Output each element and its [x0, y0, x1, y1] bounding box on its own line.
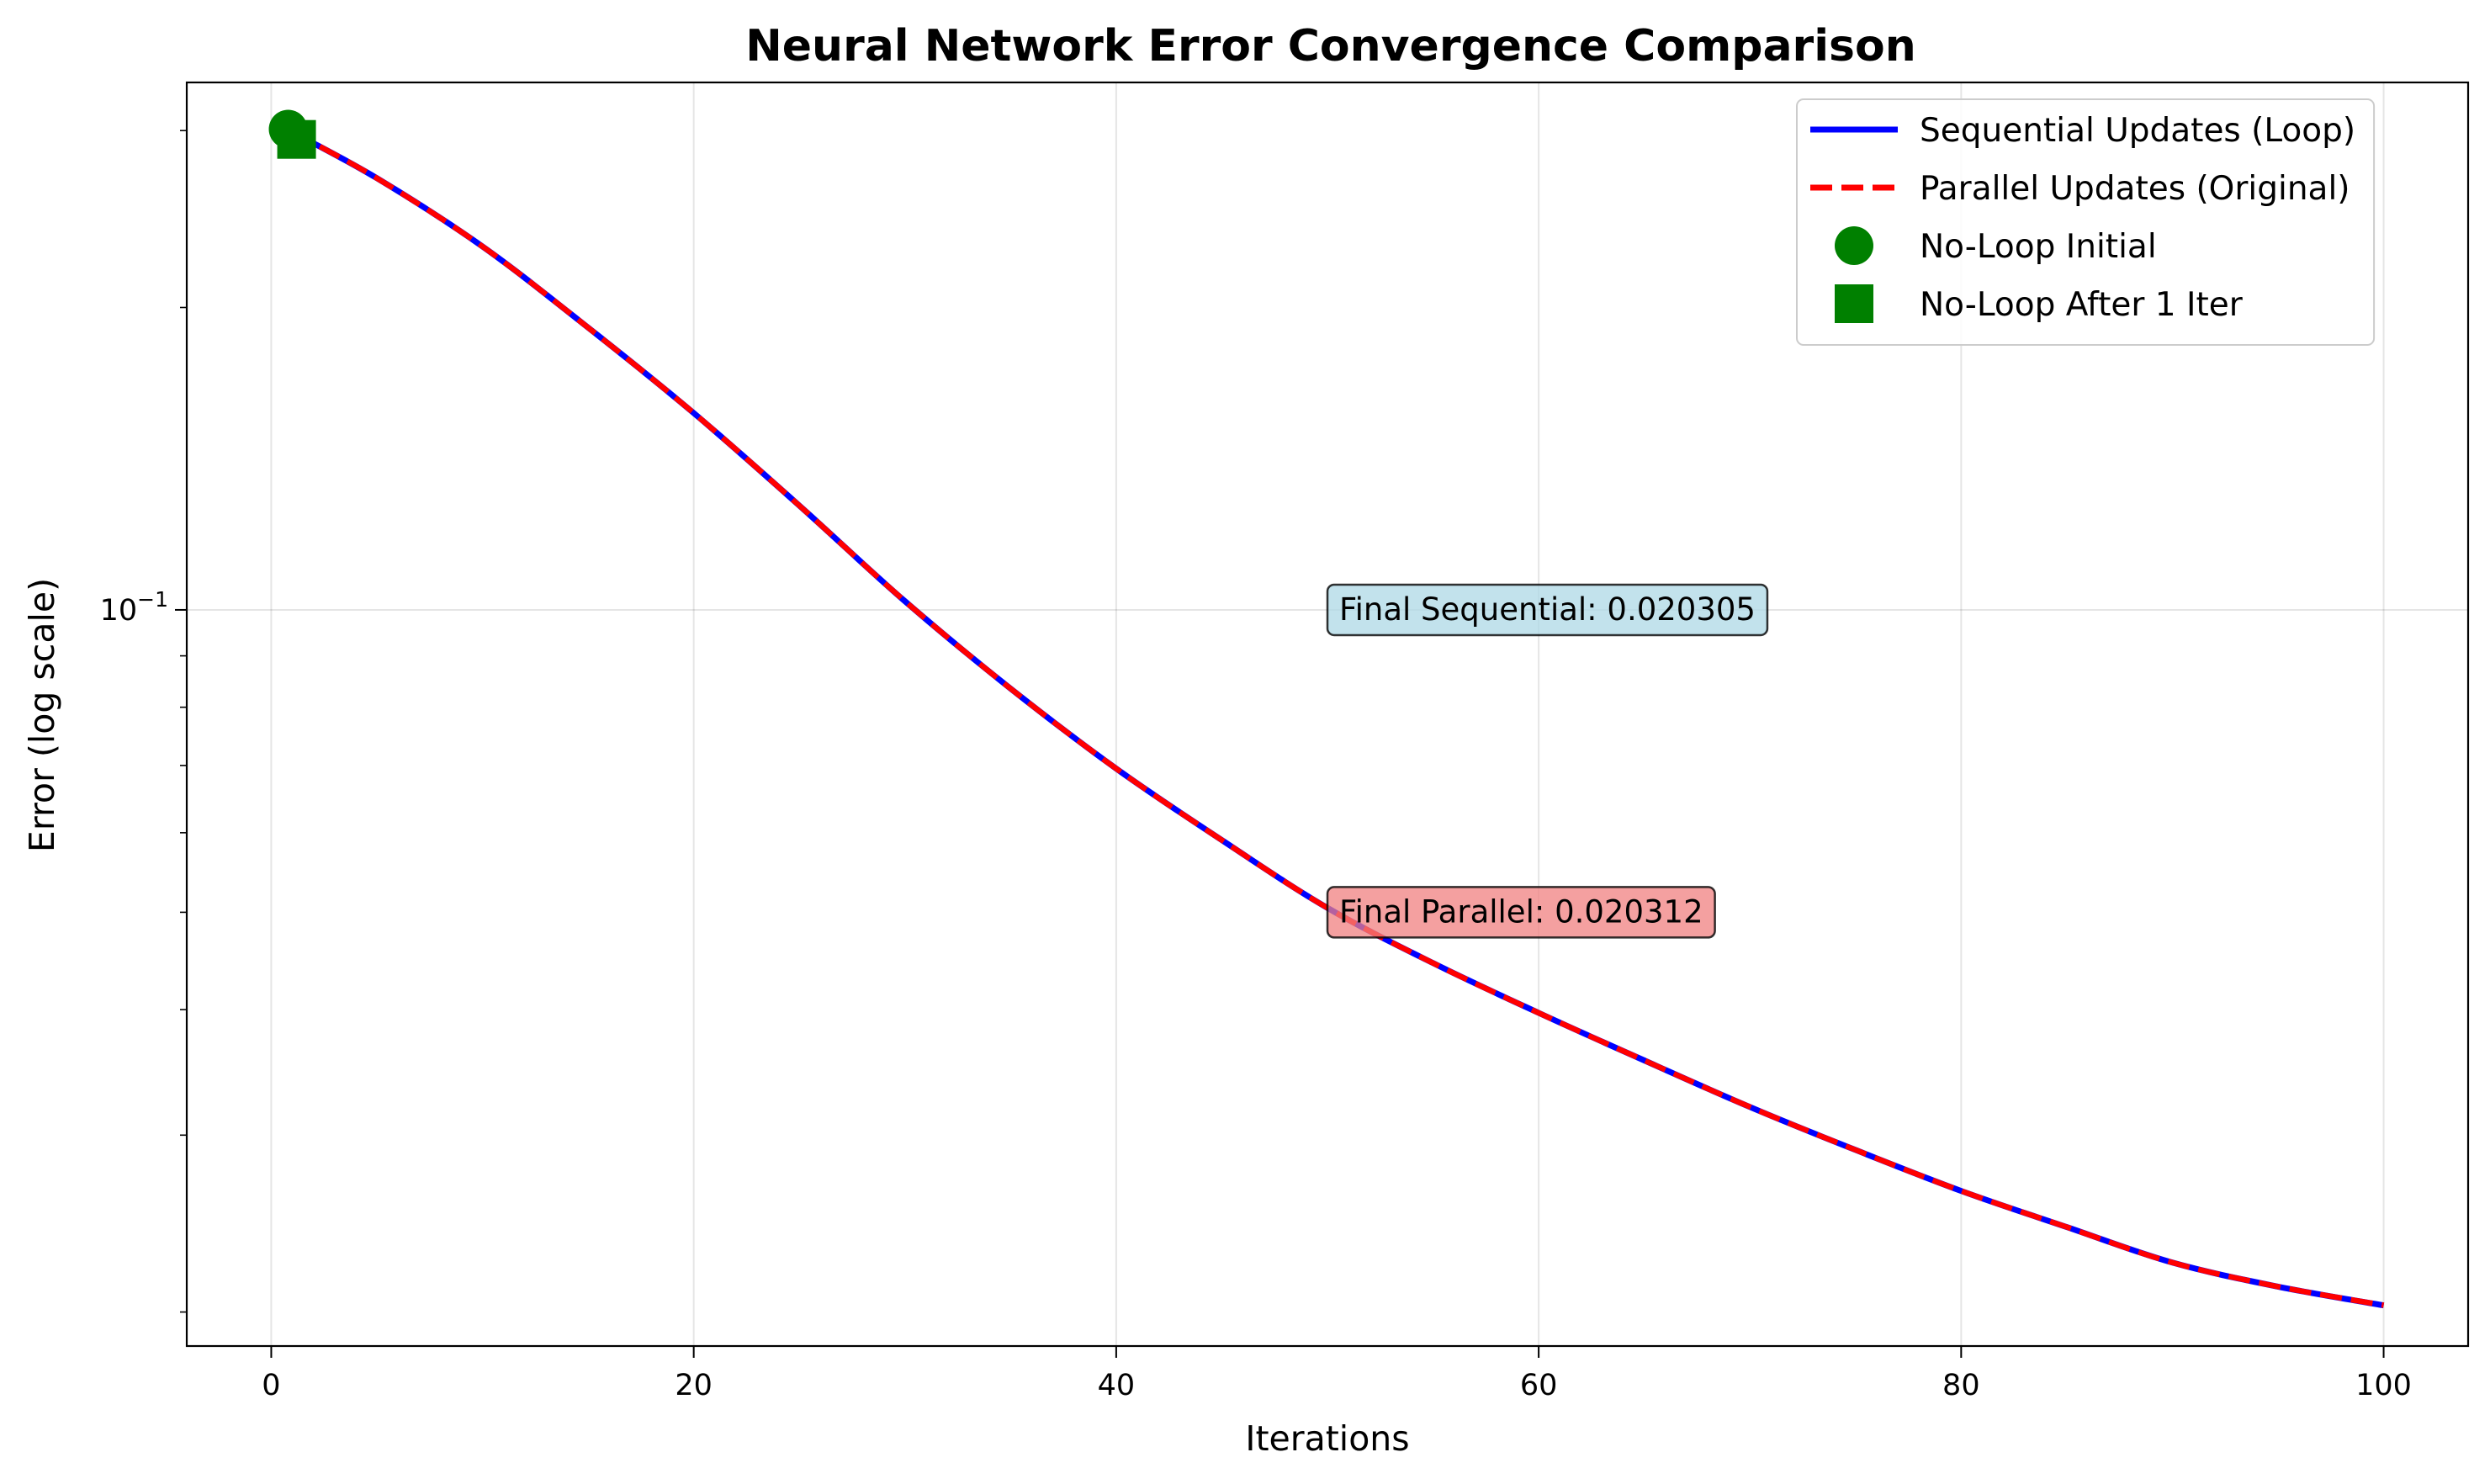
y-tick-label: 10−1 — [100, 587, 168, 628]
scatter-markers — [268, 109, 316, 159]
marker-no-loop-after-1-iter — [277, 119, 316, 159]
x-tick-label: 100 — [2355, 1369, 2412, 1402]
x-axis-label: Iterations — [1245, 1418, 1409, 1459]
chart-title: Neural Network Error Convergence Compari… — [745, 21, 1915, 72]
x-tick-label: 40 — [1098, 1369, 1136, 1402]
annotation-box-1 — [1326, 583, 1769, 637]
x-axis-ticks: 0 20 40 60 80 100 — [262, 1346, 2412, 1402]
y-axis-ticks: 10−1 — [100, 130, 187, 1313]
legend-label: Parallel Updates (Original) — [1920, 170, 2350, 208]
x-tick-label: 80 — [1942, 1369, 1980, 1402]
legend-label: Sequential Updates (Loop) — [1920, 112, 2355, 150]
annotation-text-2: Final Parallel: 0.020312 — [1339, 893, 1703, 930]
legend-swatch-circle — [1835, 226, 1873, 265]
legend-label: No-Loop After 1 Iter — [1920, 286, 2244, 324]
x-tick-label: 20 — [675, 1369, 713, 1402]
series-lines — [290, 129, 2385, 1309]
grid-lines — [187, 82, 2468, 1346]
legend-swatch-square — [1835, 284, 1873, 323]
legend-frame — [1796, 98, 2376, 346]
y-axis-label: Error (log scale) — [22, 578, 62, 852]
annotations: Final Sequential: 0.020305 Final Parallel… — [1326, 583, 1769, 939]
x-tick-label: 0 — [262, 1369, 280, 1402]
x-tick-label: 60 — [1520, 1369, 1558, 1402]
annotation-text-1: Final Sequential: 0.020305 — [1339, 591, 1756, 628]
plot-frame — [185, 81, 2470, 1348]
legend-label: No-Loop Initial — [1920, 228, 2157, 266]
annotation-box-2 — [1326, 886, 1716, 939]
series-line-2 — [291, 130, 2385, 1308]
legend: Sequential Updates (Loop) Parallel Update… — [1796, 98, 2376, 346]
